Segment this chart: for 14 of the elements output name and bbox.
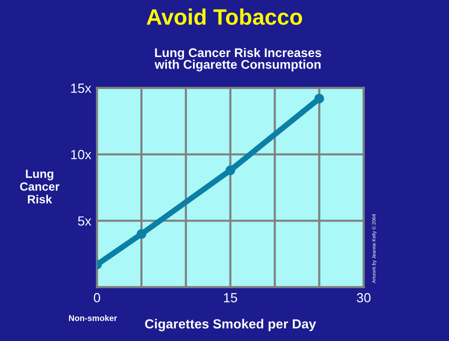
text: Non-smoker bbox=[69, 314, 118, 322]
x-tick-label: 0 bbox=[94, 293, 100, 302]
point bbox=[225, 165, 236, 176]
y-axis-title: Lung Cancer Risk bbox=[20, 170, 60, 204]
y-tick-label: 15x bbox=[71, 84, 92, 93]
x-tick-label: 15 bbox=[224, 293, 238, 302]
point bbox=[314, 94, 324, 104]
y-tick-label: 10x bbox=[71, 150, 92, 160]
x-axis-title: Cigarettes Smoked per Day bbox=[145, 318, 316, 332]
point bbox=[136, 229, 146, 239]
y-tick-label: 5x bbox=[78, 216, 92, 226]
chart-title: Avoid Tobacco bbox=[146, 8, 302, 25]
x-tick-label: 30 bbox=[356, 293, 371, 302]
chart-subtitle: Lung Cancer Risk Increases with Cigarette Consumption bbox=[154, 48, 322, 72]
